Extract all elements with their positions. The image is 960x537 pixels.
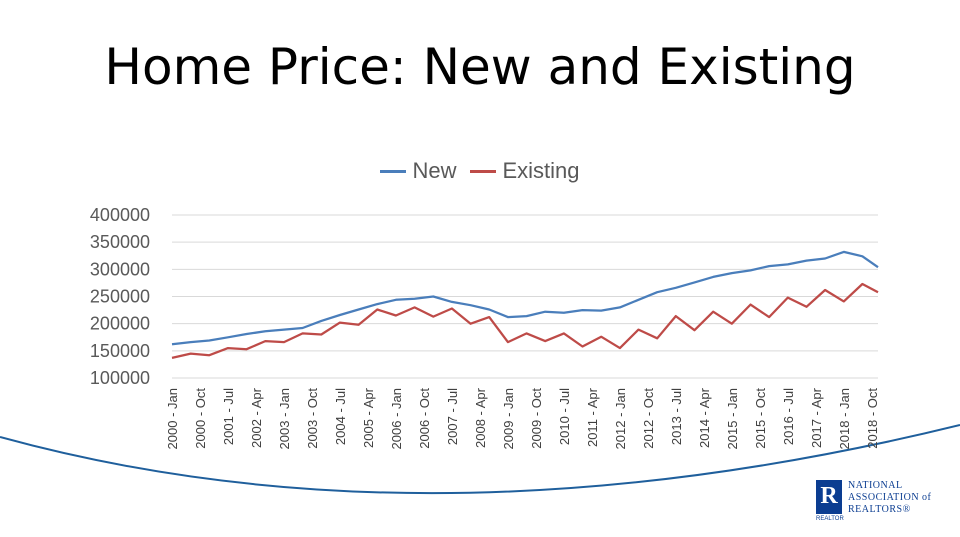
x-tick-label: 2007 - Jul [445, 388, 460, 445]
x-tick-label: 2006 - Oct [417, 388, 432, 449]
x-tick-label: 2009 - Oct [529, 388, 544, 449]
x-tick-label: 2013 - Jul [669, 388, 684, 445]
chart-legend: New Existing [0, 158, 960, 184]
series-lines [171, 250, 879, 359]
legend-item-new: New [380, 158, 456, 184]
nar-logo: R REALTOR NATIONAL ASSOCIATION of REALTO… [816, 480, 946, 528]
x-tick-label: 2002 - Apr [249, 387, 264, 448]
realtor-r-logo-icon: R [816, 480, 842, 514]
y-tick-label: 300000 [90, 259, 150, 279]
x-tick-label: 2018 - Oct [865, 388, 880, 449]
y-axis-ticks: 400000 350000 300000 250000 200000 150000 1000… [90, 205, 150, 388]
x-tick-label: 2009 - Jan [501, 388, 516, 449]
x-tick-label: 2000 - Oct [193, 388, 208, 449]
x-tick-label: 2008 - Apr [473, 387, 488, 448]
y-tick-label: 100000 [90, 368, 150, 388]
series-line-existing [171, 282, 879, 359]
x-tick-label: 2010 - Jul [557, 388, 572, 445]
legend-label-new: New [412, 158, 457, 183]
decorative-arc [0, 424, 960, 495]
x-tick-label: 2003 - Jan [277, 388, 292, 449]
page-title: Home Price: New and Existing [104, 38, 856, 96]
x-tick-label: 2000 - Jan [165, 388, 180, 449]
x-tick-label: 2003 - Oct [305, 388, 320, 449]
y-tick-label: 200000 [90, 314, 150, 334]
y-tick-label: 400000 [90, 205, 150, 225]
x-axis-ticks: 2000 - Jan 2000 - Oct 2001 - Jul 2002 - Apr… [165, 387, 880, 449]
logo-wordmark: NATIONAL ASSOCIATION of REALTORS® [848, 480, 932, 515]
legend-swatch-new [380, 169, 407, 173]
legend-item-existing: Existing [470, 158, 580, 184]
x-tick-label: 2014 - Apr [697, 387, 712, 448]
x-tick-label: 2017 - Apr [809, 387, 824, 448]
gridlines [172, 214, 878, 379]
x-tick-label: 2015 - Oct [753, 388, 768, 449]
legend-swatch-existing [470, 169, 497, 173]
x-tick-label: 2012 - Oct [641, 388, 656, 449]
x-tick-label: 2005 - Apr [361, 387, 376, 448]
logo-sub-label: REALTOR [816, 516, 844, 522]
x-tick-label: 2004 - Jul [333, 388, 348, 445]
x-tick-label: 2018 - Jan [837, 388, 852, 449]
legend-label-existing: Existing [502, 158, 580, 183]
y-tick-label: 350000 [90, 232, 150, 252]
x-tick-label: 2001 - Jul [221, 388, 236, 445]
x-tick-label: 2006 - Jan [389, 388, 404, 449]
y-tick-label: 150000 [90, 341, 150, 361]
x-tick-label: 2011 - Apr [585, 387, 600, 447]
x-tick-label: 2015 - Jan [725, 388, 740, 449]
x-tick-label: 2016 - Jul [781, 388, 796, 445]
series-line-new [171, 250, 879, 346]
y-tick-label: 250000 [90, 287, 150, 307]
x-tick-label: 2012 - Jan [613, 388, 628, 449]
